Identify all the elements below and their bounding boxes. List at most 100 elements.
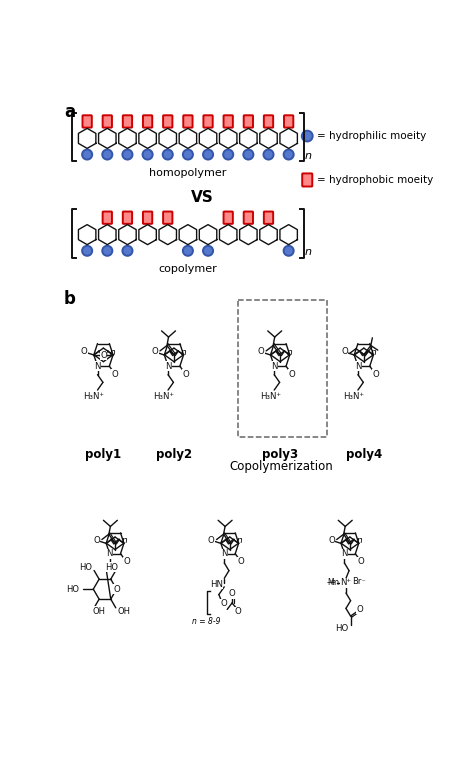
- Circle shape: [122, 149, 133, 159]
- Text: OH: OH: [118, 607, 131, 615]
- Text: H₃N⁺: H₃N⁺: [83, 392, 104, 401]
- Circle shape: [264, 149, 273, 159]
- FancyBboxPatch shape: [123, 116, 132, 127]
- Text: homopolymer: homopolymer: [149, 168, 227, 177]
- Text: HN: HN: [210, 580, 223, 589]
- FancyBboxPatch shape: [224, 212, 233, 224]
- Text: b: b: [64, 290, 76, 308]
- Text: O: O: [328, 536, 335, 545]
- Text: copolymer: copolymer: [158, 264, 217, 274]
- FancyBboxPatch shape: [302, 173, 312, 187]
- Text: O: O: [289, 369, 295, 379]
- Text: n: n: [371, 348, 376, 357]
- Text: O: O: [238, 558, 245, 566]
- Circle shape: [283, 149, 294, 159]
- Text: O: O: [358, 558, 365, 566]
- Circle shape: [163, 149, 173, 159]
- FancyBboxPatch shape: [123, 212, 132, 224]
- Text: n: n: [305, 247, 312, 257]
- Text: —: —: [327, 579, 335, 587]
- Text: OH: OH: [92, 607, 105, 615]
- Text: m: m: [330, 578, 338, 587]
- FancyBboxPatch shape: [284, 116, 293, 127]
- FancyBboxPatch shape: [143, 212, 152, 224]
- Circle shape: [203, 246, 213, 256]
- Text: poly3: poly3: [262, 448, 298, 461]
- Text: O: O: [112, 369, 118, 379]
- FancyBboxPatch shape: [264, 212, 273, 224]
- Circle shape: [82, 246, 92, 256]
- Text: O: O: [93, 536, 100, 545]
- Text: n: n: [237, 537, 242, 545]
- Text: H₃N⁺: H₃N⁺: [260, 392, 281, 401]
- Text: O: O: [220, 599, 227, 608]
- Circle shape: [243, 149, 254, 159]
- Text: O: O: [151, 348, 158, 356]
- Text: N: N: [355, 362, 361, 371]
- Text: HO: HO: [79, 562, 92, 572]
- Text: = hydrophobic moeity: = hydrophobic moeity: [317, 175, 434, 185]
- Text: O: O: [257, 348, 264, 356]
- Text: HO: HO: [105, 562, 118, 572]
- Text: n: n: [305, 151, 312, 161]
- Text: O: O: [100, 351, 107, 360]
- Circle shape: [183, 149, 193, 159]
- Text: N⁺: N⁺: [340, 579, 352, 587]
- Text: n: n: [181, 348, 186, 357]
- Text: M: M: [327, 579, 334, 587]
- Text: VS: VS: [191, 190, 214, 205]
- Text: O: O: [356, 604, 363, 614]
- Text: O: O: [341, 348, 348, 356]
- Circle shape: [283, 246, 294, 256]
- Text: H₃N⁺: H₃N⁺: [154, 392, 175, 401]
- Circle shape: [203, 149, 213, 159]
- Text: O: O: [208, 536, 215, 545]
- Text: HO: HO: [66, 585, 79, 594]
- Text: n: n: [356, 537, 362, 545]
- FancyBboxPatch shape: [224, 116, 233, 127]
- Text: Br⁻: Br⁻: [352, 577, 366, 586]
- Circle shape: [143, 149, 153, 159]
- Text: O: O: [372, 369, 379, 379]
- Text: poly1: poly1: [85, 448, 121, 461]
- Text: HO: HO: [335, 624, 348, 633]
- Circle shape: [223, 149, 233, 159]
- Text: O: O: [235, 607, 242, 616]
- Text: n: n: [110, 348, 116, 357]
- Text: n: n: [287, 348, 292, 357]
- Text: O: O: [113, 585, 120, 594]
- Text: n = 8-9: n = 8-9: [192, 617, 221, 626]
- Text: H₃N⁺: H₃N⁺: [344, 392, 365, 401]
- Text: = hydrophilic moeity: = hydrophilic moeity: [317, 131, 427, 141]
- Text: n: n: [122, 537, 128, 545]
- FancyBboxPatch shape: [103, 212, 112, 224]
- FancyBboxPatch shape: [264, 116, 273, 127]
- Text: poly2: poly2: [156, 448, 192, 461]
- FancyBboxPatch shape: [143, 116, 152, 127]
- Circle shape: [82, 149, 92, 159]
- Text: N: N: [221, 549, 228, 558]
- FancyBboxPatch shape: [244, 212, 253, 224]
- FancyBboxPatch shape: [183, 116, 192, 127]
- FancyBboxPatch shape: [163, 212, 173, 224]
- Text: poly4: poly4: [346, 448, 382, 461]
- FancyBboxPatch shape: [82, 116, 92, 127]
- Text: N: N: [106, 549, 113, 558]
- Circle shape: [302, 130, 313, 141]
- Circle shape: [102, 149, 112, 159]
- Circle shape: [122, 246, 133, 256]
- Text: N: N: [271, 362, 277, 371]
- FancyBboxPatch shape: [163, 116, 173, 127]
- Text: N: N: [165, 362, 171, 371]
- Text: N: N: [94, 362, 101, 371]
- FancyBboxPatch shape: [103, 116, 112, 127]
- Text: O: O: [123, 558, 130, 566]
- Text: O: O: [81, 348, 88, 356]
- Text: a: a: [64, 103, 75, 121]
- Text: N: N: [341, 549, 347, 558]
- Text: Copolymerization: Copolymerization: [230, 460, 334, 473]
- FancyBboxPatch shape: [244, 116, 253, 127]
- FancyBboxPatch shape: [203, 116, 213, 127]
- Text: O: O: [228, 589, 236, 598]
- Circle shape: [183, 246, 193, 256]
